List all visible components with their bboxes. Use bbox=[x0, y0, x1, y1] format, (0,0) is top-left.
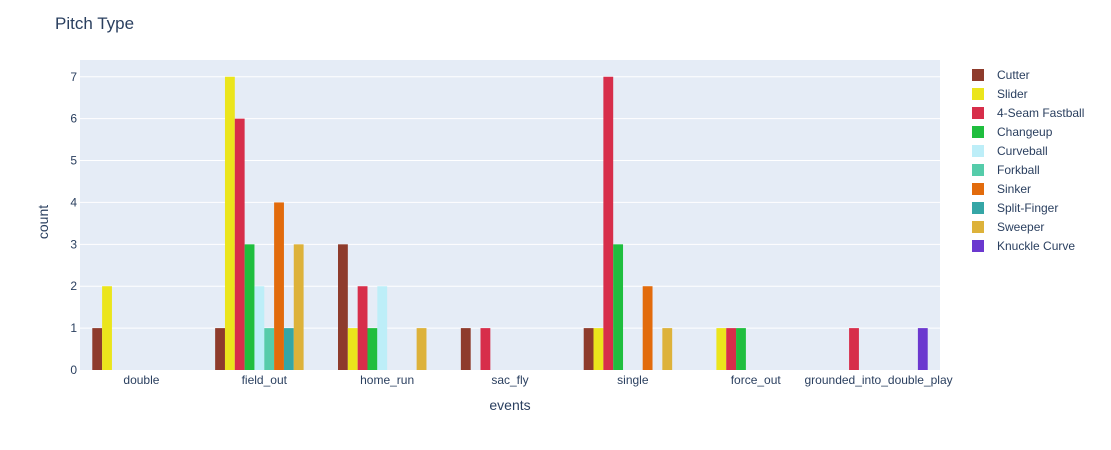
legend-label: Sinker bbox=[997, 182, 1031, 196]
legend-item[interactable]: Changeup bbox=[972, 125, 1053, 139]
bar-cutter-field-out[interactable] bbox=[215, 328, 225, 370]
legend-label: Slider bbox=[997, 87, 1028, 101]
plot-area bbox=[80, 60, 940, 370]
legend-label: 4-Seam Fastball bbox=[997, 106, 1084, 120]
legend-swatch bbox=[972, 145, 984, 157]
legend-item[interactable]: 4-Seam Fastball bbox=[972, 106, 1084, 120]
bar-cutter-home-run[interactable] bbox=[338, 244, 348, 370]
bar-cutter-sac-fly[interactable] bbox=[460, 328, 471, 370]
x-axis-label: events bbox=[489, 397, 530, 413]
y-tick-label: 7 bbox=[70, 70, 77, 84]
x-tick-label: sac_fly bbox=[491, 373, 528, 387]
legend-swatch bbox=[972, 240, 984, 252]
y-axis-label: count bbox=[35, 205, 51, 239]
chart-title: Pitch Type bbox=[55, 14, 134, 33]
bar-sinker-field-out[interactable] bbox=[274, 202, 284, 370]
legend-item[interactable]: Curveball bbox=[972, 144, 1048, 158]
bars bbox=[92, 76, 928, 371]
bar-slider-force-out[interactable] bbox=[716, 328, 727, 370]
bar-split-finger-field-out[interactable] bbox=[283, 328, 294, 370]
bar-changeup-force-out[interactable] bbox=[736, 328, 746, 370]
legend-item[interactable]: Knuckle Curve bbox=[972, 239, 1075, 253]
bar-4-seam-fastball-force-out[interactable] bbox=[726, 328, 737, 370]
y-tick-label: 6 bbox=[70, 112, 77, 126]
x-axis-ticks: double field_out home_run sac_fly single forc… bbox=[123, 373, 952, 387]
bar-knuckle-curve-grounded-into-double-play[interactable] bbox=[917, 328, 928, 370]
legend-item[interactable]: Split-Finger bbox=[972, 201, 1058, 215]
bar-cutter-single[interactable] bbox=[583, 328, 594, 370]
legend-label: Forkball bbox=[997, 163, 1040, 177]
bar-4-seam-fastball-field-out[interactable] bbox=[234, 118, 245, 371]
legend-swatch bbox=[972, 164, 984, 176]
legend-label: Changeup bbox=[997, 125, 1053, 139]
bar-slider-double[interactable] bbox=[102, 286, 112, 370]
bar-cutter-double[interactable] bbox=[92, 328, 103, 370]
bar-changeup-field-out[interactable] bbox=[244, 244, 255, 370]
legend-label: Sweeper bbox=[997, 220, 1044, 234]
legend-swatch bbox=[972, 69, 984, 81]
legend-label: Knuckle Curve bbox=[997, 239, 1075, 253]
y-tick-label: 2 bbox=[70, 279, 77, 293]
y-tick-label: 4 bbox=[70, 195, 77, 209]
legend-swatch bbox=[972, 183, 984, 195]
x-tick-label: field_out bbox=[242, 373, 288, 387]
bar-4-seam-fastball-home-run[interactable] bbox=[357, 286, 368, 370]
legend-item[interactable]: Sinker bbox=[972, 182, 1031, 196]
legend-item[interactable]: Cutter bbox=[972, 68, 1030, 82]
legend[interactable]: Cutter Slider 4-Seam Fastball Changeup Curve… bbox=[972, 68, 1084, 253]
legend-label: Split-Finger bbox=[997, 201, 1058, 215]
legend-swatch bbox=[972, 88, 984, 100]
bar-sweeper-single[interactable] bbox=[662, 328, 673, 370]
bar-slider-home-run[interactable] bbox=[347, 328, 358, 370]
bar-changeup-home-run[interactable] bbox=[367, 328, 378, 370]
y-axis-ticks: 0 1 2 3 4 5 6 7 bbox=[70, 70, 77, 377]
bar-4-seam-fastball-single[interactable] bbox=[603, 76, 614, 370]
grid-lines bbox=[80, 76, 940, 329]
x-tick-label: grounded_into_double_play bbox=[805, 373, 953, 387]
x-tick-label: single bbox=[617, 373, 649, 387]
legend-item[interactable]: Sweeper bbox=[972, 220, 1044, 234]
y-tick-label: 5 bbox=[70, 154, 77, 168]
x-tick-label: double bbox=[123, 373, 159, 387]
bar-4-seam-fastball-sac-fly[interactable] bbox=[480, 328, 491, 370]
legend-item[interactable]: Slider bbox=[972, 87, 1028, 101]
bar-slider-single[interactable] bbox=[593, 328, 604, 370]
legend-label: Cutter bbox=[997, 68, 1030, 82]
bar-slider-field-out[interactable] bbox=[224, 76, 235, 370]
legend-swatch bbox=[972, 107, 984, 119]
legend-label: Curveball bbox=[997, 144, 1048, 158]
y-tick-label: 3 bbox=[70, 237, 77, 251]
bar-sweeper-field-out[interactable] bbox=[293, 244, 304, 370]
y-tick-label: 1 bbox=[70, 321, 77, 335]
legend-swatch bbox=[972, 221, 984, 233]
bar-sweeper-home-run[interactable] bbox=[416, 328, 427, 370]
bar-curveball-home-run[interactable] bbox=[377, 286, 388, 370]
bar-forkball-field-out[interactable] bbox=[264, 328, 275, 370]
bar-sinker-single[interactable] bbox=[642, 286, 653, 370]
x-tick-label: force_out bbox=[731, 373, 782, 387]
legend-item[interactable]: Forkball bbox=[972, 163, 1040, 177]
x-tick-label: home_run bbox=[360, 373, 414, 387]
legend-swatch bbox=[972, 202, 984, 214]
y-tick-label: 0 bbox=[70, 363, 77, 377]
bar-4-seam-fastball-grounded-into-double-play[interactable] bbox=[849, 328, 859, 370]
legend-swatch bbox=[972, 126, 984, 138]
bar-curveball-field-out[interactable] bbox=[254, 286, 265, 370]
bar-changeup-single[interactable] bbox=[613, 244, 624, 370]
